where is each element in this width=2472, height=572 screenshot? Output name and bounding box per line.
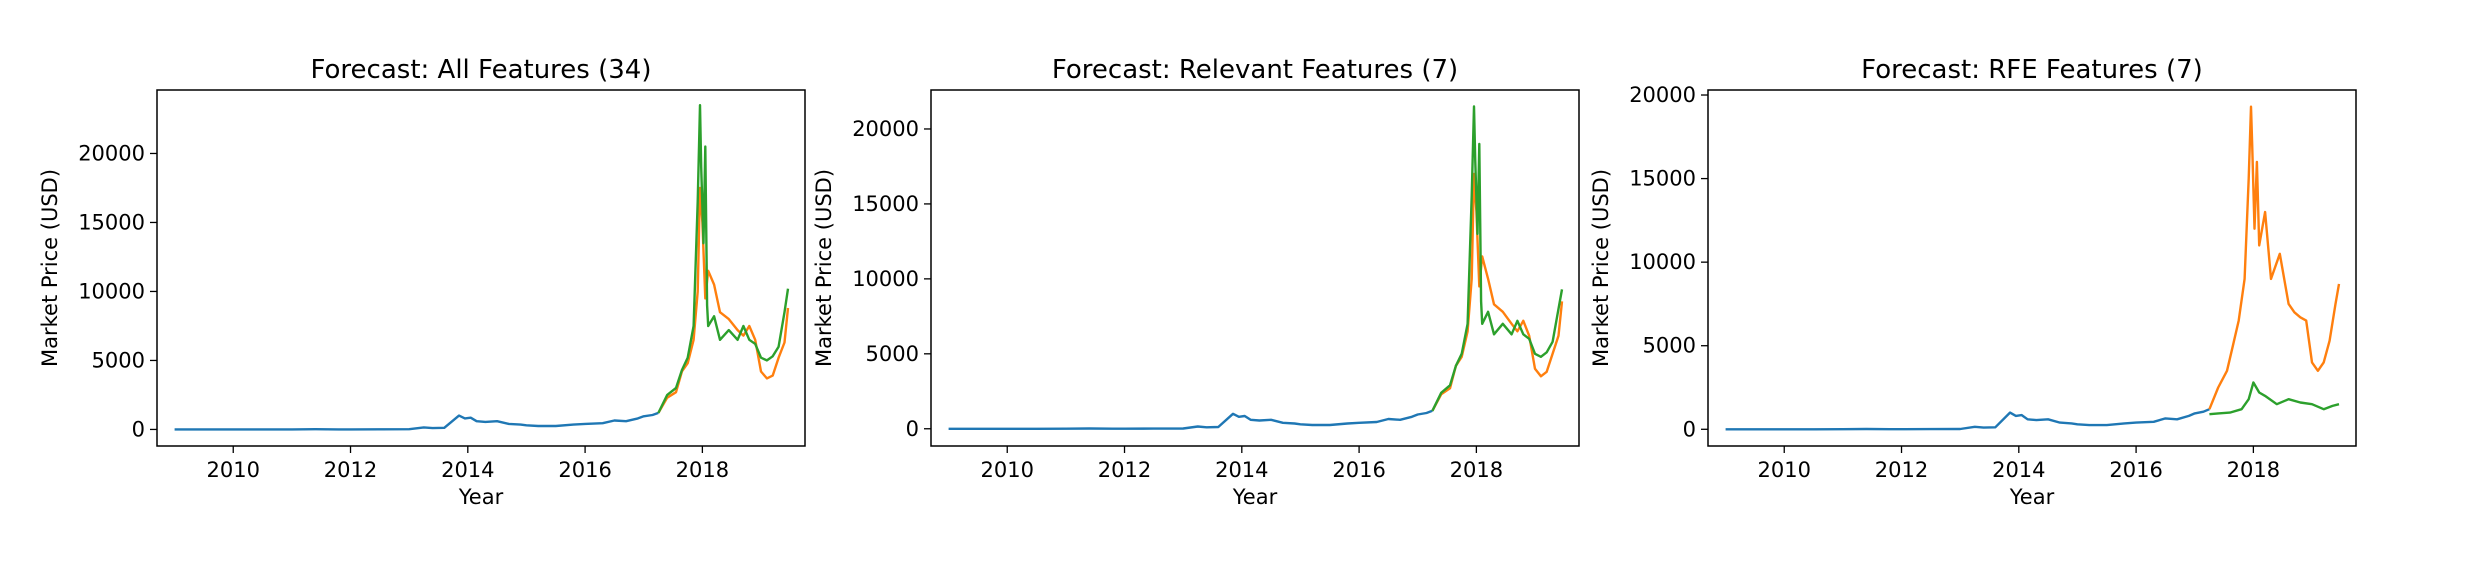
y-tick-label: 0 [1683,417,1696,441]
y-axis-ticks: 0 5000 10000 15000 20000 [1629,83,1708,441]
y-tick-label: 0 [906,417,919,441]
y-axis-label: Market Price (USD) [812,169,836,367]
x-tick-label: 2018 [1450,458,1503,482]
x-tick-label: 2012 [1875,458,1928,482]
series-line-3 [2209,381,2340,416]
y-tick-label: 20000 [78,141,145,165]
y-tick-label: 20000 [1629,83,1696,107]
series-line-1 [1725,408,2210,431]
x-tick-label: 2014 [441,458,494,482]
x-tick-label: 2010 [1758,458,1811,482]
y-tick-label: 15000 [78,210,145,234]
x-tick-label: 2018 [676,458,729,482]
x-tick-label: 2012 [324,458,377,482]
series-line-2 [657,186,790,414]
x-tick-label: 2014 [1215,458,1268,482]
x-tick-label: 2014 [1992,458,2045,482]
y-tick-label: 10000 [78,279,145,303]
x-tick-label: 2016 [558,458,611,482]
series-line-3 [657,103,790,414]
y-tick-label: 5000 [1643,334,1696,358]
x-tick-label: 2010 [207,458,260,482]
chart-title: Forecast: Relevant Features (7) [1052,55,1458,85]
y-axis-ticks: 0 5000 10000 15000 20000 [852,117,931,441]
series-line-1 [174,411,659,431]
y-axis-label: Market Price (USD) [1589,169,1613,367]
y-axis-ticks: 0 5000 10000 15000 20000 [78,141,157,441]
subplot-all-features: 2010 2012 2014 2016 2018 0 5000 10000 15000 2000… [38,55,806,509]
y-tick-label: 5000 [92,348,145,372]
chart-title: Forecast: RFE Features (7) [1861,55,2203,85]
x-tick-label: 2010 [981,458,1034,482]
x-axis-ticks: 2010 2012 2014 2016 2018 [981,446,1503,482]
series-line-1 [948,409,1433,430]
y-tick-label: 5000 [866,342,919,366]
y-tick-label: 10000 [852,267,919,291]
x-axis-label: Year [2009,485,2055,509]
plot-lines [1725,105,2341,431]
y-tick-label: 15000 [1629,167,1696,191]
plot-frame [156,89,806,447]
subplot-relevant-features: 2010 2012 2014 2016 2018 0 5000 10000 15000 2000… [812,55,1580,509]
y-tick-label: 10000 [1629,250,1696,274]
subplot-rfe-features: 2010 2012 2014 2016 2018 0 5000 10000 15000 2000… [1589,55,2357,509]
chart-title: Forecast: All Features (34) [311,55,652,85]
y-tick-label: 20000 [852,117,919,141]
x-axis-ticks: 2010 2012 2014 2016 2018 [1758,446,2280,482]
x-tick-label: 2018 [2227,458,2280,482]
x-tick-label: 2012 [1098,458,1151,482]
plot-frame [1707,89,2357,447]
series-line-2 [2208,105,2341,410]
plot-frame [930,89,1580,447]
x-axis-label: Year [458,485,504,509]
series-line-3 [1431,105,1564,412]
x-axis-ticks: 2010 2012 2014 2016 2018 [207,446,729,482]
x-tick-label: 2016 [1332,458,1385,482]
y-axis-label: Market Price (USD) [38,169,62,367]
x-tick-label: 2016 [2109,458,2162,482]
y-tick-label: 15000 [852,192,919,216]
plot-lines [948,105,1564,430]
y-tick-label: 0 [132,417,145,441]
plot-lines [174,103,790,431]
x-axis-label: Year [1232,485,1278,509]
